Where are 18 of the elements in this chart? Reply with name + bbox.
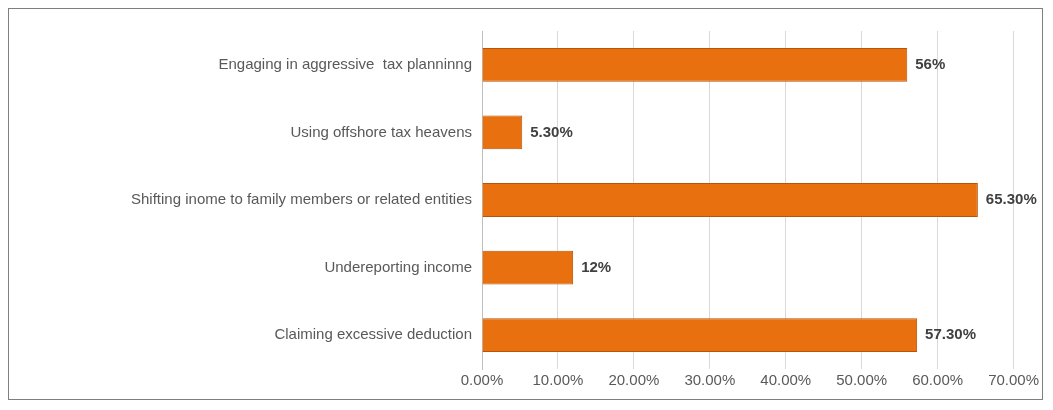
x-tick-label: 30.00%: [684, 371, 736, 389]
data-label: 5.30%: [530, 122, 573, 140]
data-label: 12%: [581, 257, 612, 275]
y-tick-label: Shifting inome to family members or related entities: [131, 190, 472, 208]
x-tick-label: 20.00%: [608, 371, 660, 389]
y-tick-label: Undereporting income: [324, 257, 472, 275]
data-label: 57.30%: [925, 325, 976, 343]
x-tick-label: 0.00%: [460, 371, 504, 389]
data-label: 56%: [915, 54, 946, 72]
x-tick-label: 60.00%: [912, 371, 964, 389]
x-tick-label: 10.00%: [532, 371, 584, 389]
x-tick-label: 40.00%: [760, 371, 812, 389]
y-tick-label: Engaging in aggressive tax planninng: [218, 54, 472, 72]
data-label: 65.30%: [985, 190, 1037, 208]
y-tick-label: Using offshore tax heavens: [290, 122, 472, 140]
x-tick-label: 50.00%: [836, 371, 888, 389]
x-tick-label: 70.00%: [988, 371, 1039, 389]
y-tick-label: Claiming excessive deduction: [274, 325, 472, 343]
